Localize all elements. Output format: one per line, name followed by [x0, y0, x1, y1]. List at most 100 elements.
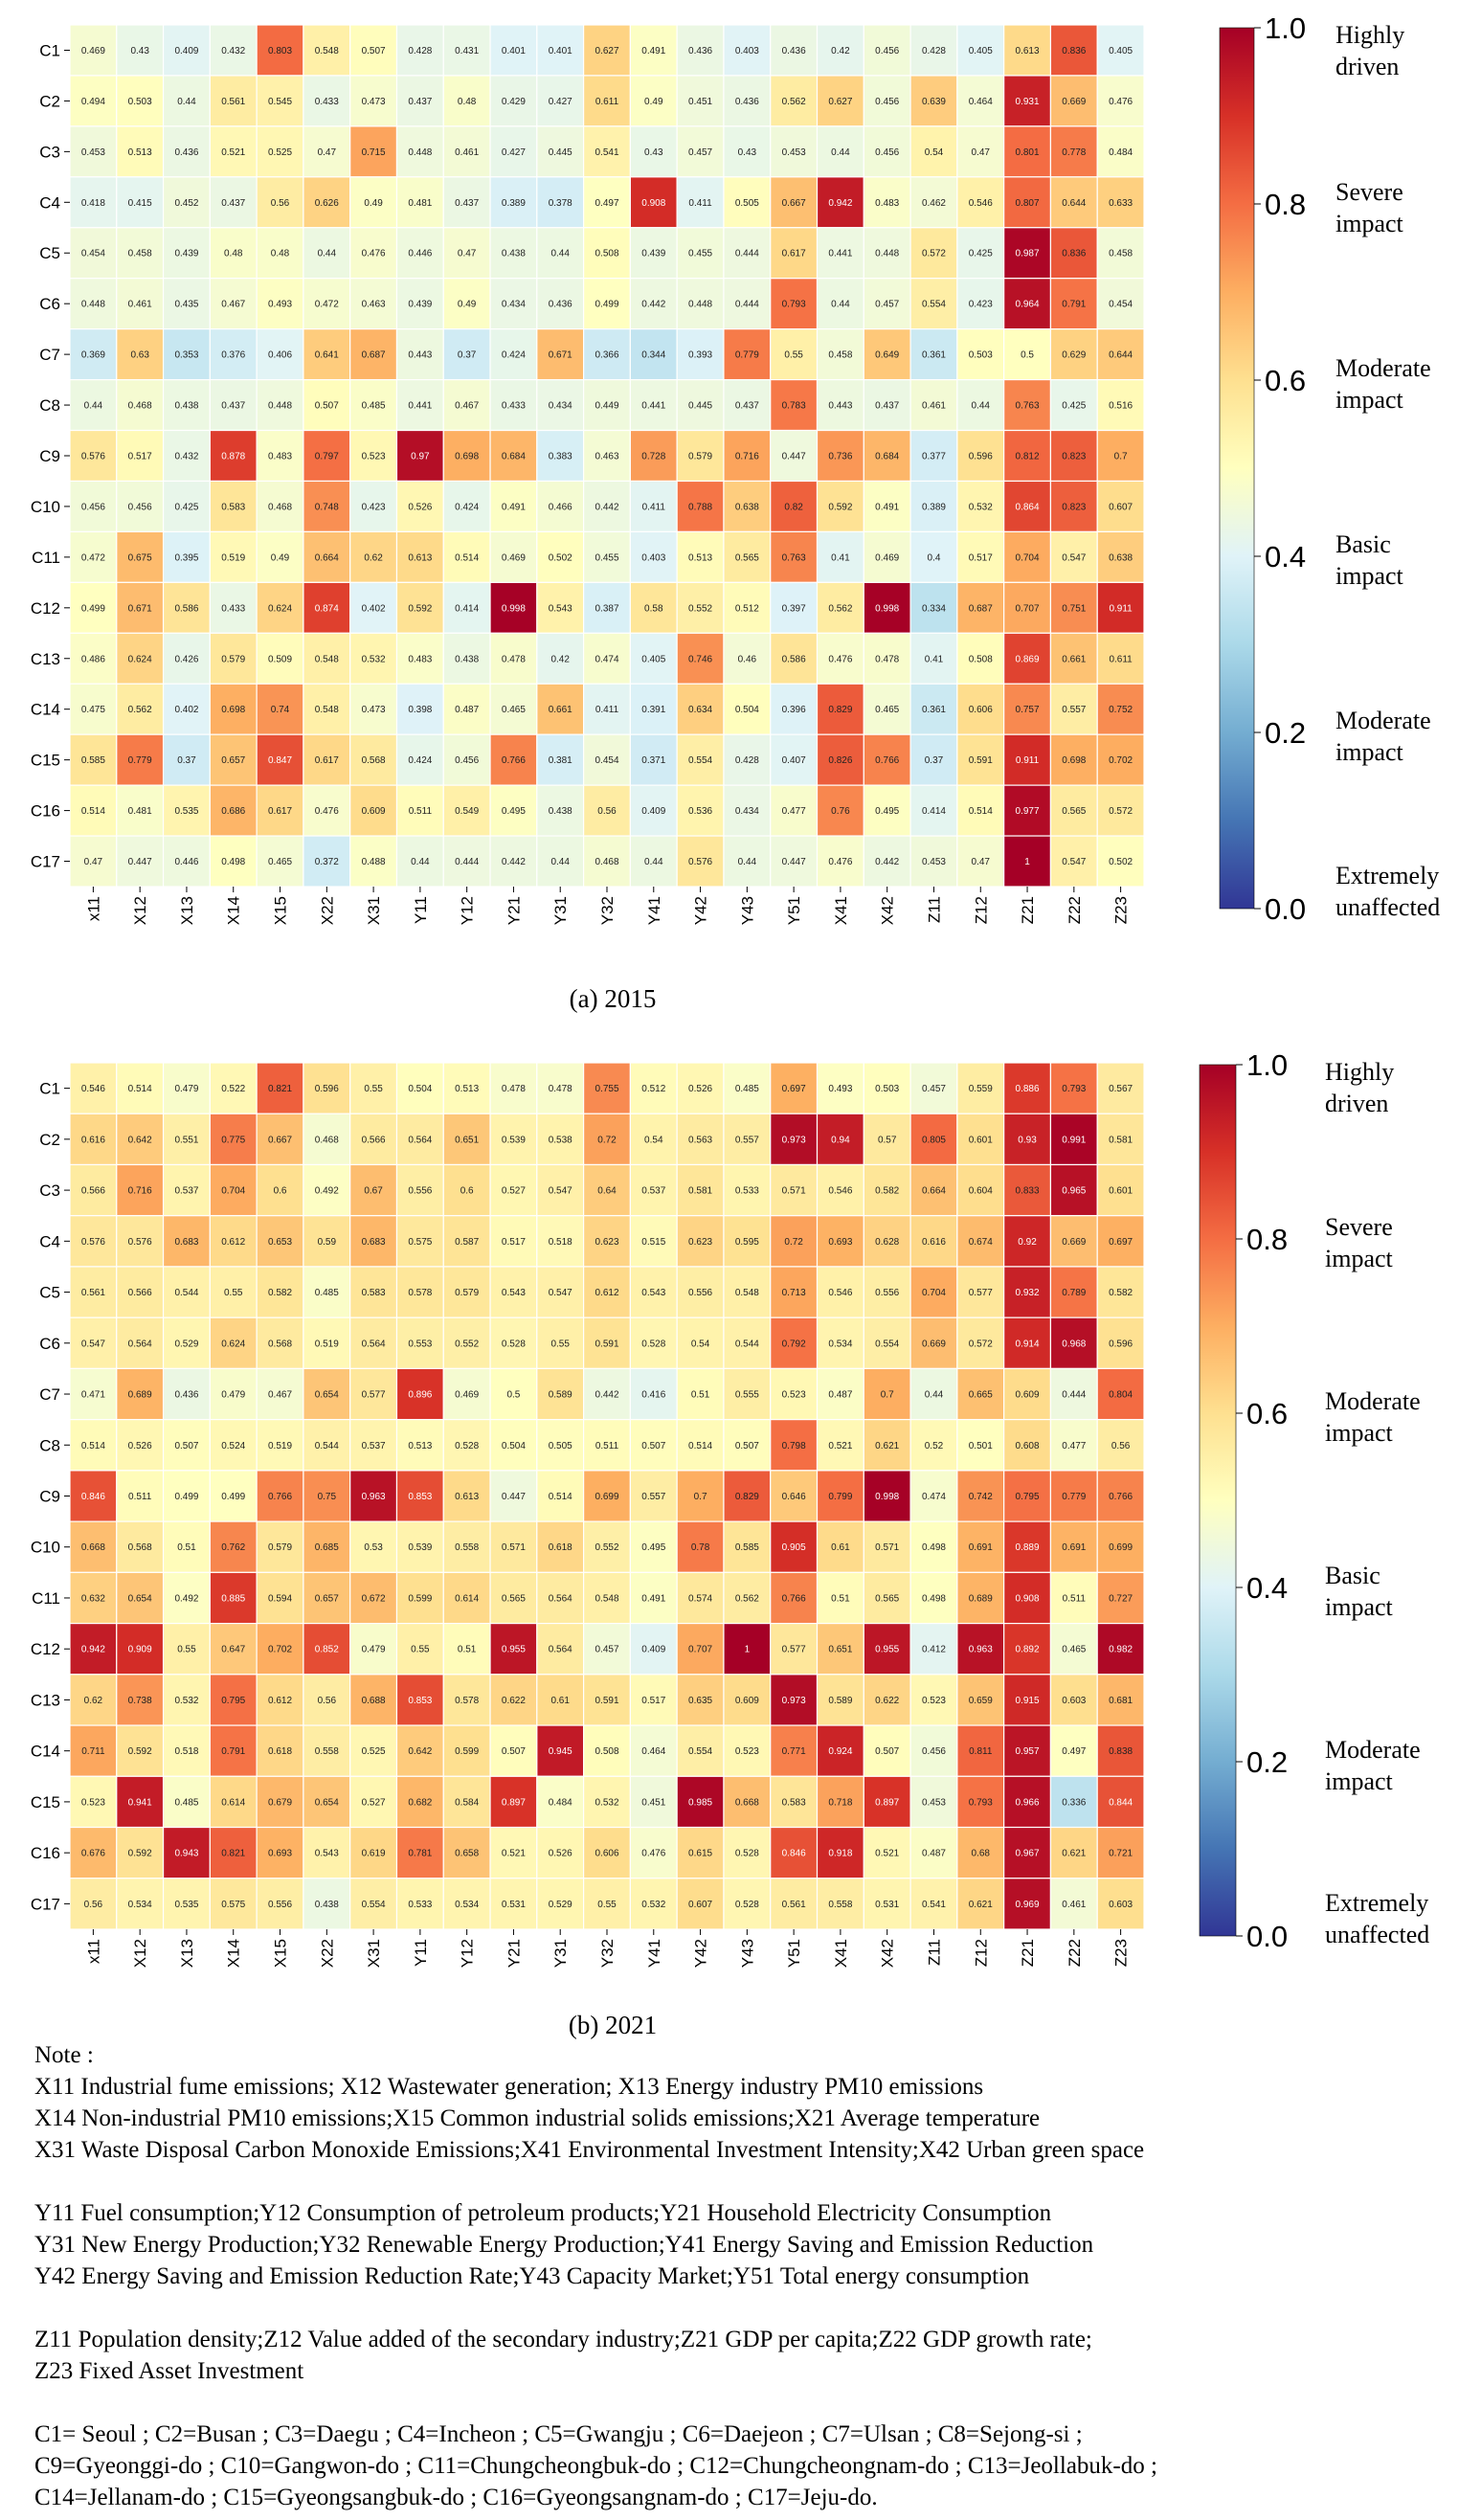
cell-value-label: 0.969 — [1016, 1900, 1040, 1910]
cell-value-label: 0.486 — [81, 654, 105, 664]
heatmap-cell — [395, 1674, 444, 1726]
y-tick-label: C15 — [31, 1793, 60, 1811]
heatmap-cell — [162, 278, 211, 330]
heatmap-cell — [303, 278, 351, 330]
heatmap-cell — [349, 378, 398, 432]
heatmap-cell — [489, 429, 538, 483]
heatmap-cell — [770, 176, 819, 229]
cell-value-label: 0.54 — [925, 147, 944, 158]
cell-value-label: 0.56 — [318, 1696, 337, 1706]
cell-value-label: 0.514 — [549, 1492, 572, 1502]
heatmap-cell — [676, 1520, 725, 1573]
cell-value-label: 0.445 — [688, 401, 712, 412]
cell-value-label: 0.464 — [641, 1746, 665, 1757]
note-spacer — [34, 2387, 1451, 2419]
cell-value-label: 0.553 — [408, 1339, 432, 1349]
cell-value-label: 0.41 — [925, 654, 944, 664]
y-tick-label: C10 — [31, 498, 60, 516]
cell-value-label: 0.599 — [408, 1593, 432, 1604]
heatmap-cell — [583, 1878, 631, 1930]
cell-value-label: 0.381 — [549, 755, 572, 766]
cell-value-label: 0.591 — [595, 1696, 618, 1706]
cell-value-label: 0.795 — [221, 1696, 245, 1706]
cell-value-label: 0.61 — [831, 1542, 850, 1553]
cell-value-label: 0.378 — [549, 198, 572, 209]
cell-value-label: 0.473 — [362, 97, 386, 107]
y-tick-label: C13 — [31, 1691, 60, 1709]
cell-value-label: 0.487 — [922, 1849, 946, 1859]
heatmap-cell — [583, 378, 631, 432]
cell-value-label: 0.487 — [828, 1390, 852, 1401]
cell-value-label: 0.463 — [595, 452, 618, 462]
y-tick-label: C9 — [39, 1488, 60, 1506]
heatmap-cell — [1049, 1571, 1098, 1625]
cell-value-label: 0.556 — [268, 1900, 292, 1910]
cell-value-label: 0.823 — [1062, 452, 1086, 462]
cell-value-label: 0.617 — [315, 755, 339, 766]
cell-value-label: 0.438 — [502, 249, 526, 259]
cell-value-label: 0.618 — [549, 1542, 572, 1553]
heatmap-cell — [1096, 75, 1145, 127]
colorbar-level-label: Moderate impact — [1335, 354, 1431, 414]
colorbar — [1219, 27, 1255, 910]
cell-value-label: 0.538 — [549, 1135, 572, 1145]
heatmap-cell — [442, 480, 491, 533]
cell-value-label: 0.556 — [688, 1288, 712, 1298]
note-line: X14 Non-industrial PM10 emissions;X15 Co… — [34, 2105, 1041, 2131]
cell-value-label: 0.587 — [455, 1237, 479, 1248]
heatmap-cell — [303, 530, 351, 583]
cell-value-label: 0.488 — [362, 857, 386, 867]
cell-value-label: 0.44 — [411, 857, 430, 867]
heatmap-cell — [303, 75, 351, 127]
heatmap-cell — [209, 1775, 258, 1829]
heatmap-cell — [723, 1571, 772, 1625]
heatmap-cell — [256, 1113, 304, 1166]
cell-value-label: 0.433 — [502, 401, 526, 412]
cell-value-label: 0.651 — [455, 1135, 479, 1145]
heatmap-cell — [69, 683, 118, 735]
cell-value-label: 0.847 — [268, 755, 292, 766]
heatmap-cell — [676, 1316, 725, 1370]
cell-value-label: 0.544 — [174, 1288, 198, 1298]
cell-value-label: 0.76 — [831, 806, 850, 817]
y-tick-label: C12 — [31, 599, 60, 618]
heatmap-cell — [723, 227, 772, 280]
cell-value-label: 0.466 — [549, 502, 572, 512]
heatmap-cell — [909, 835, 958, 888]
heatmap-cell — [909, 1775, 958, 1829]
cell-value-label: 0.68 — [972, 1849, 991, 1859]
heatmap-cell — [863, 784, 911, 837]
cell-value-label: 0.545 — [268, 97, 292, 107]
cell-value-label: 0.683 — [174, 1237, 198, 1248]
cell-value-label: 0.932 — [1016, 1288, 1040, 1298]
cell-value-label: 0.613 — [1016, 46, 1040, 56]
x-tick-label: X12 — [131, 1939, 149, 1968]
colorbar-level-label-line: impact — [1325, 1767, 1394, 1795]
cell-value-label: 0.465 — [1062, 1645, 1086, 1655]
cell-value-label: 0.425 — [969, 249, 993, 259]
cell-value-label: 0.554 — [362, 1900, 386, 1910]
cell-value-label: 0.639 — [922, 97, 946, 107]
cell-value-label: 0.523 — [362, 452, 386, 462]
heatmap-cell — [1049, 328, 1098, 381]
heatmap-cell — [303, 1775, 351, 1829]
cell-value-label: 0.778 — [1062, 147, 1086, 158]
heatmap-cell — [1096, 1775, 1145, 1829]
caption-2021: (b) 2021 — [568, 2011, 658, 2039]
heatmap-cell — [209, 530, 258, 583]
heatmap-cell — [1003, 835, 1052, 888]
cell-value-label: 0.653 — [268, 1237, 292, 1248]
cell-value-label: 0.444 — [455, 857, 479, 867]
cell-value-label: 0.51 — [458, 1645, 477, 1655]
cell-value-label: 0.614 — [455, 1593, 479, 1604]
heatmap-cell — [816, 378, 864, 432]
heatmap-cell — [536, 1215, 585, 1268]
heatmap-cell — [349, 1775, 398, 1829]
cell-value-label: 0.502 — [1109, 857, 1133, 867]
cell-value-label: 0.5 — [506, 1390, 520, 1401]
heatmap-cell — [956, 1163, 1005, 1217]
cell-value-label: 0.963 — [969, 1645, 993, 1655]
y-tick-label: C11 — [32, 549, 60, 567]
cell-value-label: 0.687 — [362, 350, 386, 361]
cell-value-label: 0.804 — [1109, 1390, 1133, 1401]
